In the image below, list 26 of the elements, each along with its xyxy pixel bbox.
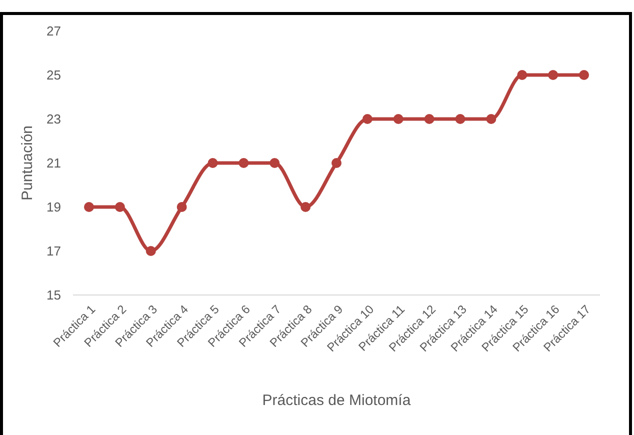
point (362, 114, 372, 124)
point (548, 70, 558, 80)
point (332, 158, 342, 168)
y-tick-label: 27 (46, 24, 61, 39)
point (176, 202, 187, 212)
point (84, 202, 94, 212)
y-tick-label: 15 (46, 288, 61, 303)
point (517, 70, 528, 80)
point (270, 158, 280, 168)
y-axis-title: Puntuación (19, 125, 36, 201)
y-tick-label: 21 (46, 156, 61, 171)
point (146, 246, 156, 256)
y-tick-label: 23 (46, 112, 61, 127)
point (300, 202, 311, 212)
point (579, 70, 589, 80)
point (238, 158, 249, 168)
y-tick-label: 17 (46, 244, 61, 259)
y-tick-label: 19 (46, 200, 61, 215)
point (393, 114, 404, 124)
point (114, 202, 125, 212)
x-axis-title: Prácticas de Miotomía (262, 392, 412, 409)
point (486, 114, 496, 124)
point (208, 158, 218, 168)
point (424, 114, 434, 124)
point (455, 114, 466, 124)
y-tick-label: 25 (46, 68, 61, 83)
